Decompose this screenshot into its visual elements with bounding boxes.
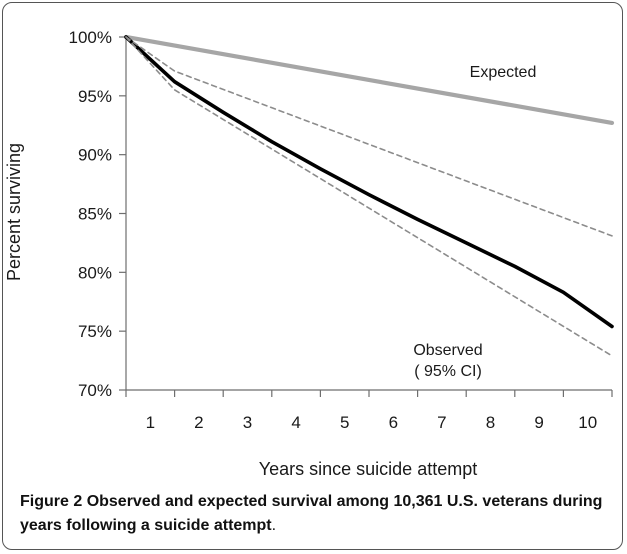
- chart-series: [123, 34, 615, 357]
- y-tick-label: 75%: [78, 322, 112, 341]
- y-tick-label: 100%: [69, 28, 112, 47]
- expected-annotation: Expected: [470, 64, 537, 81]
- expected-series-line: [123, 34, 615, 126]
- x-tick-label: 8: [486, 413, 495, 432]
- x-tick-label: 7: [437, 413, 446, 432]
- ci-annotation: ( 95% CI): [414, 363, 482, 380]
- x-tick-label: 4: [291, 413, 300, 432]
- y-axis-title: Percent surviving: [4, 143, 24, 281]
- lower-ci-series-line: [125, 36, 613, 357]
- y-tick-label: 85%: [78, 205, 112, 224]
- upper-ci-series-line: [125, 36, 613, 237]
- figure-caption: Figure 2 Observed and expected survival …: [20, 490, 610, 538]
- x-tick-label: 6: [389, 413, 398, 432]
- x-tick-label: 10: [578, 413, 597, 432]
- y-tick-label: 90%: [78, 146, 112, 165]
- figure-label: Figure 2: [20, 493, 83, 510]
- x-tick-label: 3: [243, 413, 252, 432]
- x-tick-label: 9: [534, 413, 543, 432]
- survival-chart: 70% 75% 80% 85% 90% 95% 100% 1 2 3 4 5 6 7 8 9 10 Percen…: [4, 28, 615, 479]
- x-tick-label: 1: [146, 413, 155, 432]
- y-tick-label: 70%: [78, 381, 112, 400]
- chart-axes: [119, 36, 613, 397]
- y-tick-label: 95%: [78, 87, 112, 106]
- observed-series-line: [124, 35, 614, 329]
- x-tick-label: 5: [340, 413, 349, 432]
- chart-labels: 70% 75% 80% 85% 90% 95% 100% 1 2 3 4 5 6 7 8 9 10: [69, 28, 598, 432]
- caption-period: .: [271, 517, 277, 534]
- x-axis-title: Years since suicide attempt: [259, 459, 477, 479]
- observed-annotation: Observed: [413, 342, 482, 359]
- y-tick-label: 80%: [78, 263, 112, 282]
- figure-caption-text: Observed and expected survival among 10,…: [20, 493, 603, 534]
- x-tick-label: 2: [194, 413, 203, 432]
- figure-frame: [2, 2, 623, 550]
